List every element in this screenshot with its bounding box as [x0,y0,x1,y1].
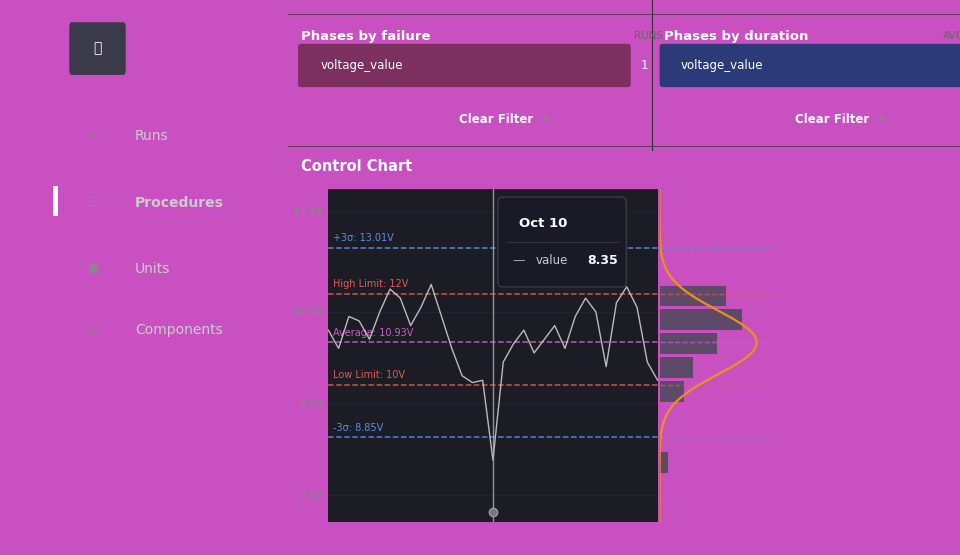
Text: 8.35: 8.35 [587,254,617,267]
FancyBboxPatch shape [498,197,626,287]
Text: ✓: ✓ [87,129,98,143]
Bar [660,333,717,354]
Bar [660,357,693,378]
FancyBboxPatch shape [53,186,58,216]
Text: Average: 10.93V: Average: 10.93V [333,328,414,338]
Text: voltage_value: voltage_value [682,59,763,72]
Text: ×: × [876,113,886,126]
Text: Clear Filter: Clear Filter [795,113,870,126]
FancyBboxPatch shape [660,44,960,87]
Text: -3σ: 8.85V: -3σ: 8.85V [333,423,384,433]
Text: Phases by failure: Phases by failure [301,29,431,43]
Text: +3σ: 13.01V: +3σ: 13.01V [333,233,395,243]
Text: RUNS: RUNS [634,31,663,41]
Bar [660,309,742,330]
FancyBboxPatch shape [69,22,126,75]
Text: AVG: AVG [943,31,960,41]
Text: Procedures: Procedures [135,195,224,210]
Text: Runs: Runs [135,129,169,143]
Text: Clear Filter: Clear Filter [459,113,534,126]
Bar [660,285,726,306]
Text: ◎: ◎ [87,324,98,337]
Text: Components: Components [135,323,223,337]
Text: —: — [513,254,525,267]
Text: voltage_value: voltage_value [321,59,403,72]
Text: ☰: ☰ [87,196,99,209]
Text: value: value [536,254,568,267]
Bar [660,381,684,402]
Text: 1: 1 [641,59,648,72]
Text: Oct 10: Oct 10 [519,217,567,230]
FancyBboxPatch shape [298,44,631,87]
Text: Phases by duration: Phases by duration [664,29,808,43]
Text: Low Limit: 10V: Low Limit: 10V [333,370,405,380]
Text: Units: Units [135,262,171,276]
Text: 🤖: 🤖 [93,41,102,56]
Text: High Limit: 12V: High Limit: 12V [333,279,409,289]
Text: ⬢: ⬢ [87,263,98,276]
Text: ×: × [540,113,550,126]
Text: Control Chart: Control Chart [301,159,413,174]
Bar [660,452,668,473]
